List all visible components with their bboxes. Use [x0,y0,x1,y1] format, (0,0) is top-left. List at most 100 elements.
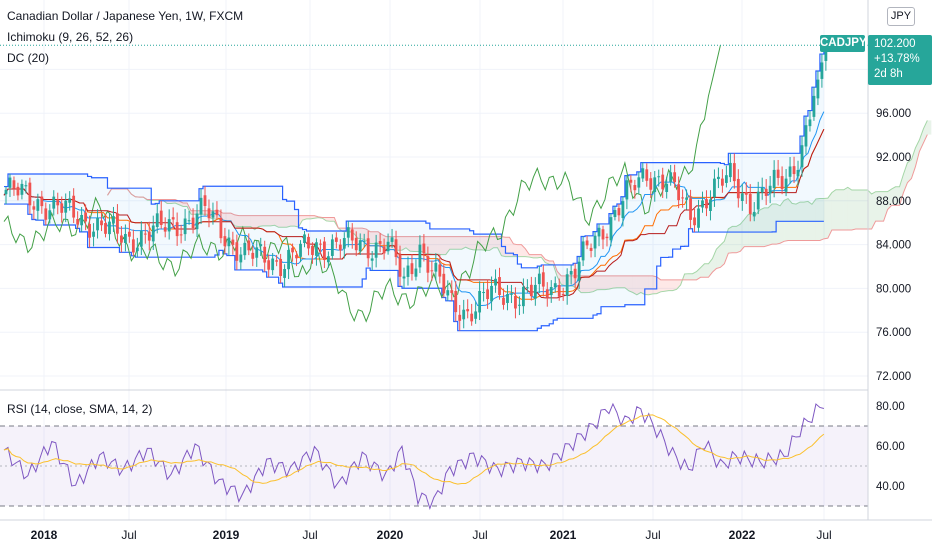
candle-body [263,246,267,263]
candle-body [677,184,681,201]
candle-body [358,240,362,252]
candle-body [816,79,820,99]
candle-body [279,258,283,277]
candle-body [207,208,211,219]
candle-body [243,242,247,256]
candle-body [323,241,326,261]
candle-body [518,304,521,306]
cloud-segment [883,191,888,222]
candle-body [139,231,143,247]
candle-body [701,200,704,208]
cloud-segment [413,236,418,252]
cloud-segment [497,236,502,256]
candle-body [187,220,191,222]
candle-body [482,292,485,294]
candle-body [430,270,434,272]
cloud-segment [441,236,446,255]
price-tick-label: 84.000 [876,240,911,252]
cloud-segment [907,159,912,183]
candle-body [585,240,589,246]
cloud-segment [589,275,594,293]
cloud-segment [513,243,518,257]
candle-body [203,195,207,206]
candle-body [824,45,828,61]
ticker-badge: CADJPY [820,35,867,52]
cloud-segment [405,236,410,252]
candle-body [334,237,338,242]
rsi-line [3,402,824,511]
cloud-segment [298,215,303,228]
candle-body [183,218,187,235]
cloud-segment [839,189,844,231]
candle-body [454,290,458,313]
candle-body [116,213,119,234]
time-tick-label: 2019 [213,528,240,542]
cloud-segment [509,237,514,257]
candle-body [557,285,561,297]
rsi-legend[interactable]: RSI (14, close, SMA, 14, 2) [7,402,153,416]
donchian-legend[interactable]: DC (20) [7,51,50,65]
cloud-segment [819,198,824,241]
candle-body [458,314,462,321]
cloud-segment [847,187,852,231]
candle-body [346,227,350,238]
cloud-segment [867,190,872,230]
time-tick-label: Jul [121,528,136,542]
cloud-segment [266,215,271,226]
candle-body [303,234,306,244]
candle-body [685,197,688,200]
candle-body [20,183,24,195]
candle-body [291,247,294,253]
candle-body [96,217,99,231]
cloud-segment [465,236,470,249]
candle-body [625,180,629,200]
cloud-segment [449,236,454,250]
cloud-segment [593,275,598,292]
cloud-segment [704,263,709,278]
time-tick-label: 2022 [729,528,756,542]
cloud-segment [835,189,840,231]
candle-body [633,185,637,191]
candle-body [752,211,756,217]
candle-body [812,95,816,117]
cloud-segment [712,249,717,273]
cloud-segment [772,203,777,245]
candle-body [342,238,346,249]
time-tick-label: Jul [472,528,487,542]
price-change: +13.78% [874,53,920,65]
cloud-segment [776,203,781,245]
candle-body [573,268,577,279]
cloud-segment [660,279,665,292]
candle-body [311,245,314,255]
ichimoku-cloud [107,120,932,296]
ichimoku-legend[interactable]: Ichimoku (9, 26, 52, 26) [7,30,134,44]
cloud-segment [226,213,231,222]
rsi-tick-label: 80.00 [876,401,905,413]
candle-body [283,269,286,278]
candle-body [386,241,390,252]
candle-body [275,260,279,262]
symbol-legend[interactable]: Canadian Dollar / Japanese Yen, 1W, FXCM [7,9,244,23]
candle-body [609,217,613,241]
price-tick-label: 96.000 [876,108,911,120]
cloud-segment [636,275,641,295]
candle-body [653,177,657,193]
price-tick-label: 72.000 [876,371,911,383]
candle-body [780,176,784,190]
candle-body [135,247,139,252]
cloud-segment [230,213,235,226]
candle-body [621,201,625,219]
cloud-segment [330,217,335,222]
candle-body [657,176,661,178]
candle-body [525,287,529,289]
ichimoku-lines [3,45,825,323]
candle-body [764,188,768,196]
candle-body [390,237,394,242]
cloud-segment [290,215,295,227]
candle-body [163,227,167,232]
candle-body [147,231,151,241]
candle-body [693,217,696,226]
cloud-segment [720,241,725,268]
currency-button[interactable]: JPY [887,7,915,26]
